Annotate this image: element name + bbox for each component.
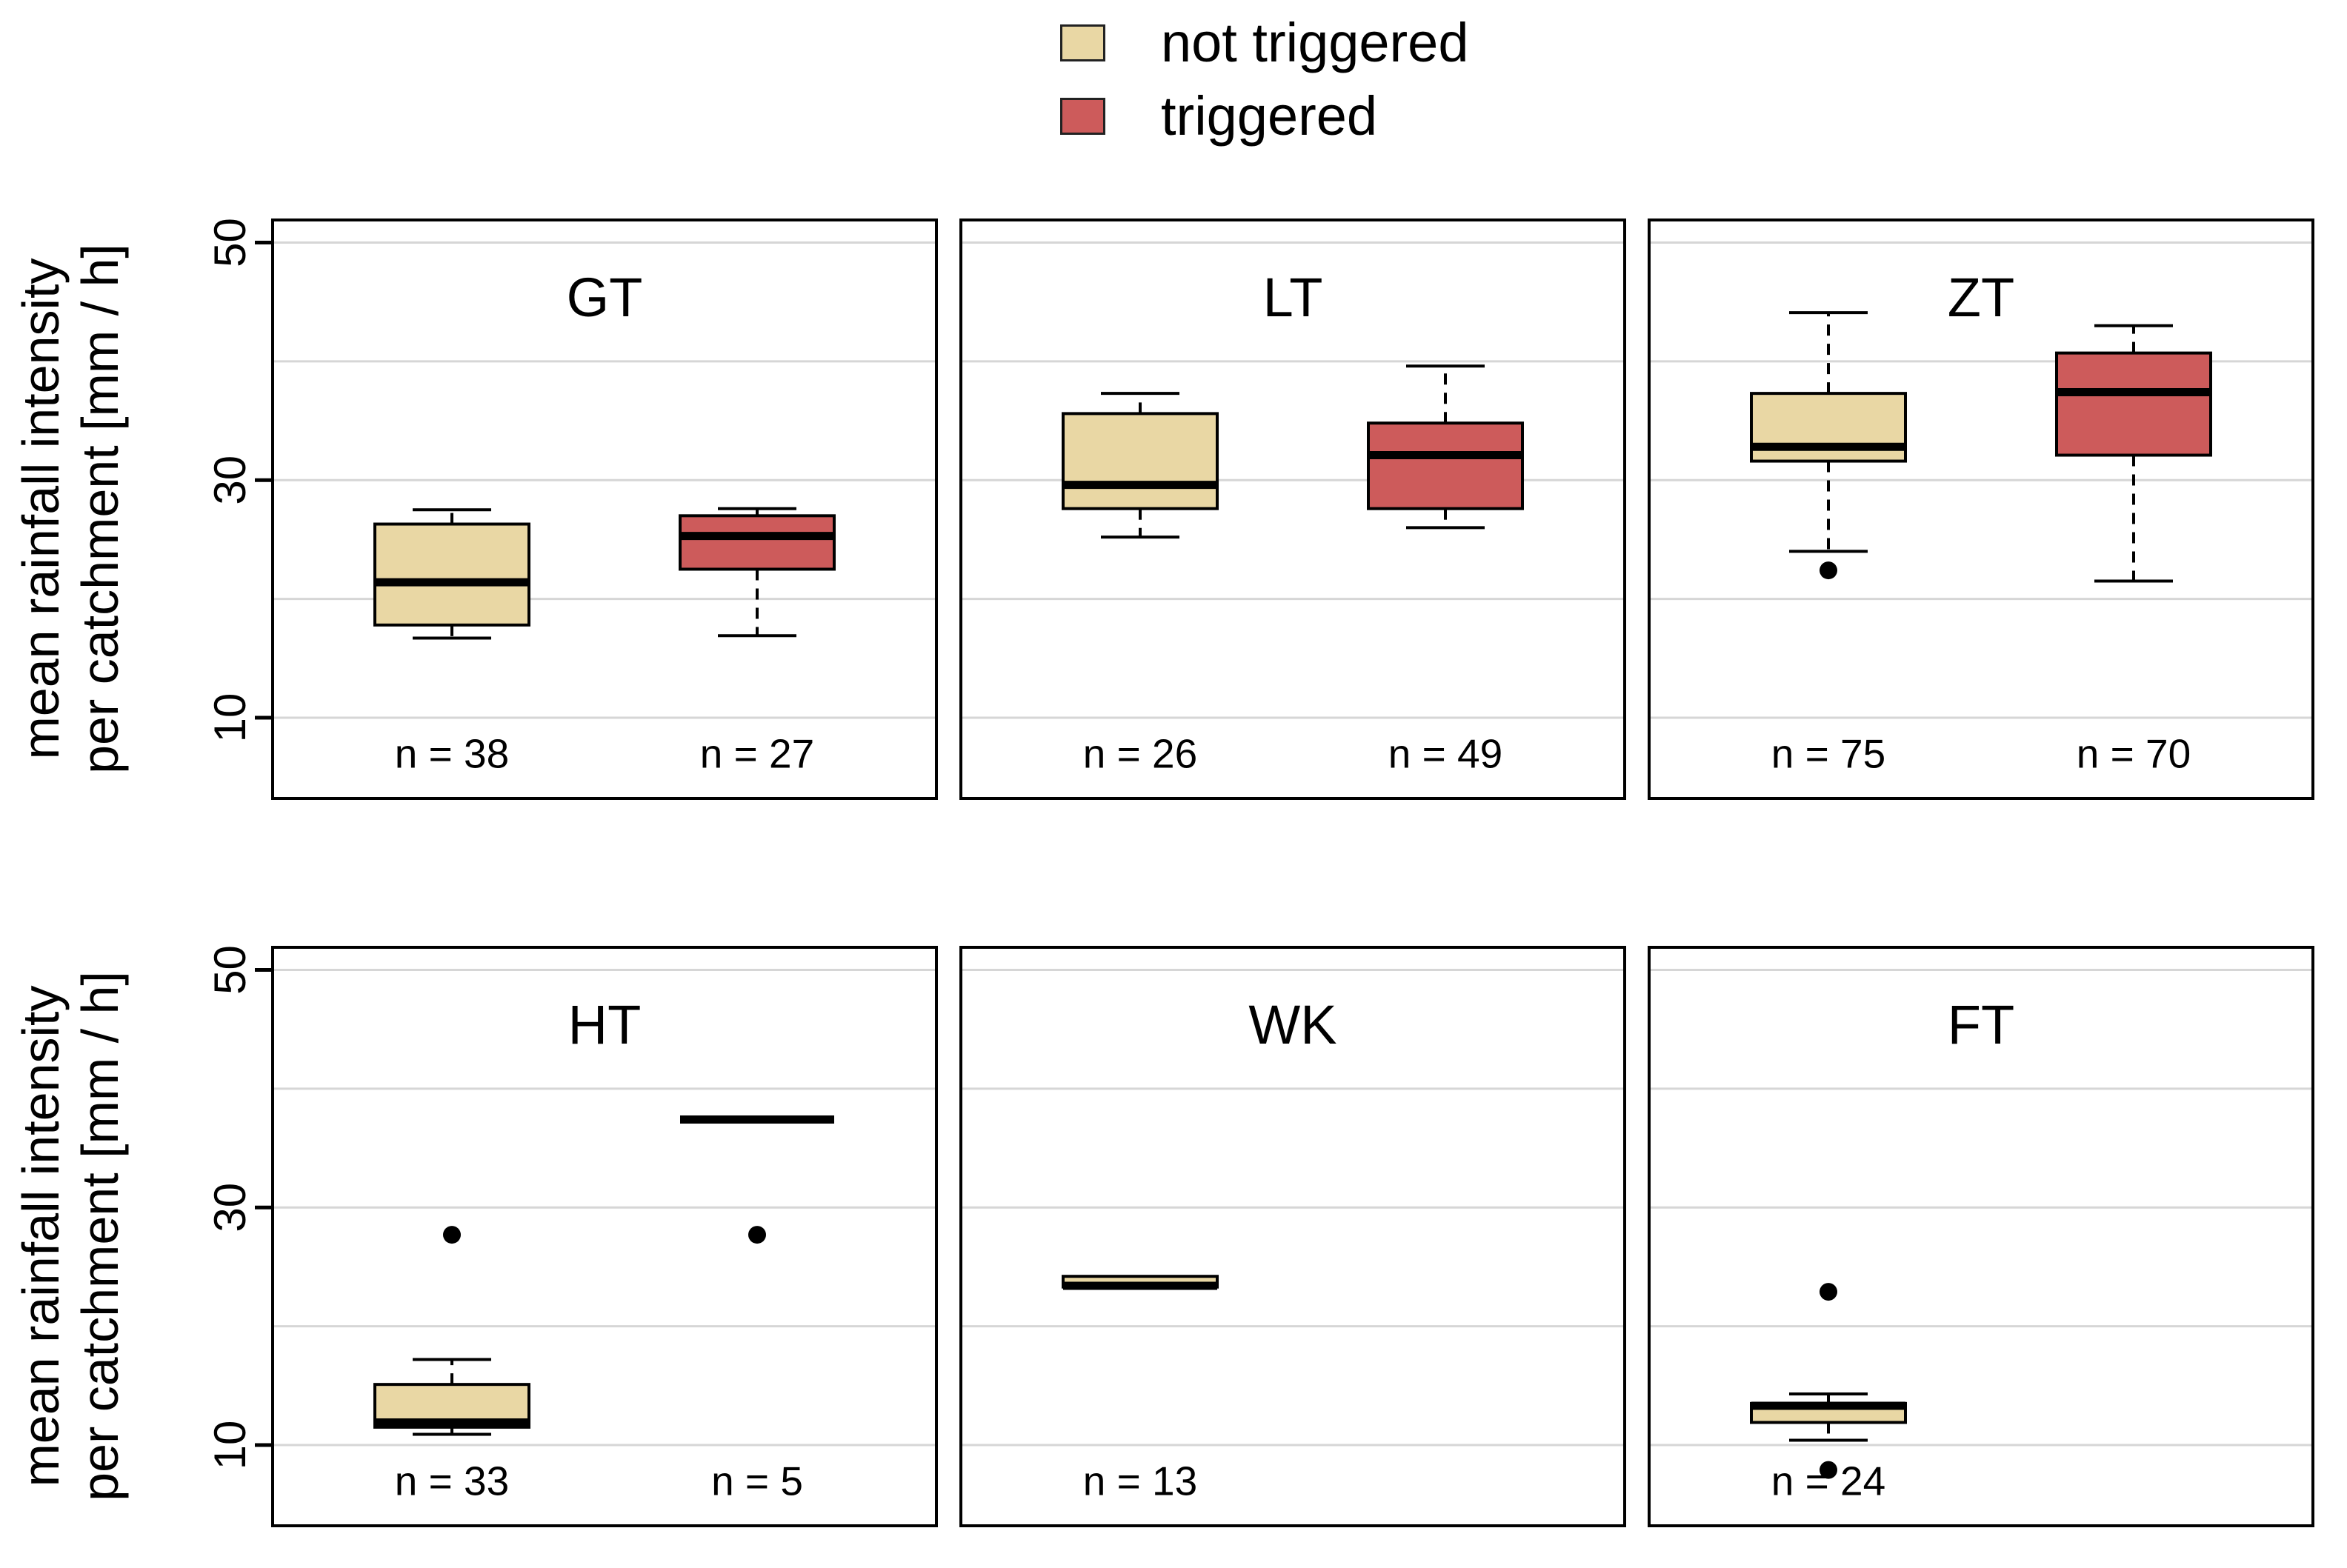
triggered-swatch-icon: [1060, 98, 1105, 135]
box-ZT-triggered: [2055, 351, 2212, 457]
y-axis-title-bottom-row: mean rainfall intensity per catchment [m…: [11, 903, 137, 1568]
box-GT-not-triggered: [373, 522, 530, 627]
panel-title-LT: LT: [1263, 267, 1323, 328]
panel-title-ZT: ZT: [1948, 267, 2014, 328]
n-label-ZT-1: n = 70: [2077, 730, 2191, 776]
n-label-ZT-0: n = 75: [1771, 730, 1885, 776]
y-axis-title-top-row: mean rainfall intensity per catchment [m…: [11, 176, 137, 842]
panel-title-FT: FT: [1948, 994, 2014, 1055]
n-label-HT-0: n = 33: [395, 1458, 509, 1504]
panel-border-ZT: [1648, 218, 2314, 800]
panel-border-WK: [959, 946, 1626, 1527]
box-GT-triggered: [679, 514, 836, 571]
panel-border-LT: [959, 218, 1626, 800]
legend-item-triggered: triggered: [1060, 85, 1469, 147]
panel-border-HT: [271, 946, 938, 1527]
n-label-GT-1: n = 27: [700, 730, 814, 776]
panel-border-GT: [271, 218, 938, 800]
not-triggered-swatch-icon: [1060, 24, 1105, 61]
y-tick-label: 50: [205, 218, 255, 267]
box-ZT-not-triggered: [1750, 392, 1907, 463]
n-label-WK-0: n = 13: [1083, 1458, 1197, 1504]
n-label-HT-1: n = 5: [711, 1458, 803, 1504]
panel-title-HT: HT: [568, 994, 642, 1055]
outlier-point: [1820, 1283, 1837, 1301]
y-axis-title-line1: mean rainfall intensity: [12, 985, 70, 1487]
n-label-FT-0: n = 24: [1771, 1458, 1885, 1504]
legend-item-not-triggered: not triggered: [1060, 12, 1469, 73]
box-LT-not-triggered: [1062, 412, 1219, 510]
legend-label: not triggered: [1161, 12, 1469, 73]
n-label-LT-0: n = 26: [1083, 730, 1197, 776]
outlier-point: [443, 1226, 461, 1244]
panel-border-FT: [1648, 946, 2314, 1527]
y-axis-title-line2: per catchment [mm / h]: [71, 971, 129, 1501]
y-tick-label: 10: [205, 693, 255, 743]
panel-title-WK: WK: [1248, 994, 1336, 1055]
legend-label: triggered: [1161, 85, 1378, 147]
y-tick-label: 30: [205, 456, 255, 505]
outlier-point: [1820, 561, 1837, 580]
n-label-LT-1: n = 49: [1388, 730, 1502, 776]
outlier-point: [1820, 1461, 1837, 1479]
panel-title-GT: GT: [567, 267, 643, 328]
outlier-point: [748, 1226, 766, 1244]
box-LT-triggered: [1367, 421, 1524, 510]
y-axis-title-line2: per catchment [mm / h]: [71, 244, 129, 774]
y-tick-label: 10: [205, 1421, 255, 1470]
y-axis-title-line1: mean rainfall intensity: [12, 258, 70, 760]
y-tick-label: 30: [205, 1183, 255, 1232]
n-label-GT-0: n = 38: [395, 730, 509, 776]
y-tick-label: 50: [205, 945, 255, 995]
legend: not triggered triggered: [1060, 12, 1469, 171]
